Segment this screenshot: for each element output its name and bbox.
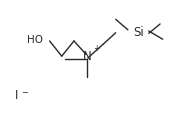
Text: N: N <box>83 50 91 63</box>
Text: +: + <box>93 44 99 53</box>
Text: Si: Si <box>133 26 144 39</box>
Text: I: I <box>15 89 18 102</box>
Text: HO: HO <box>27 35 43 45</box>
Text: −: − <box>21 89 28 97</box>
